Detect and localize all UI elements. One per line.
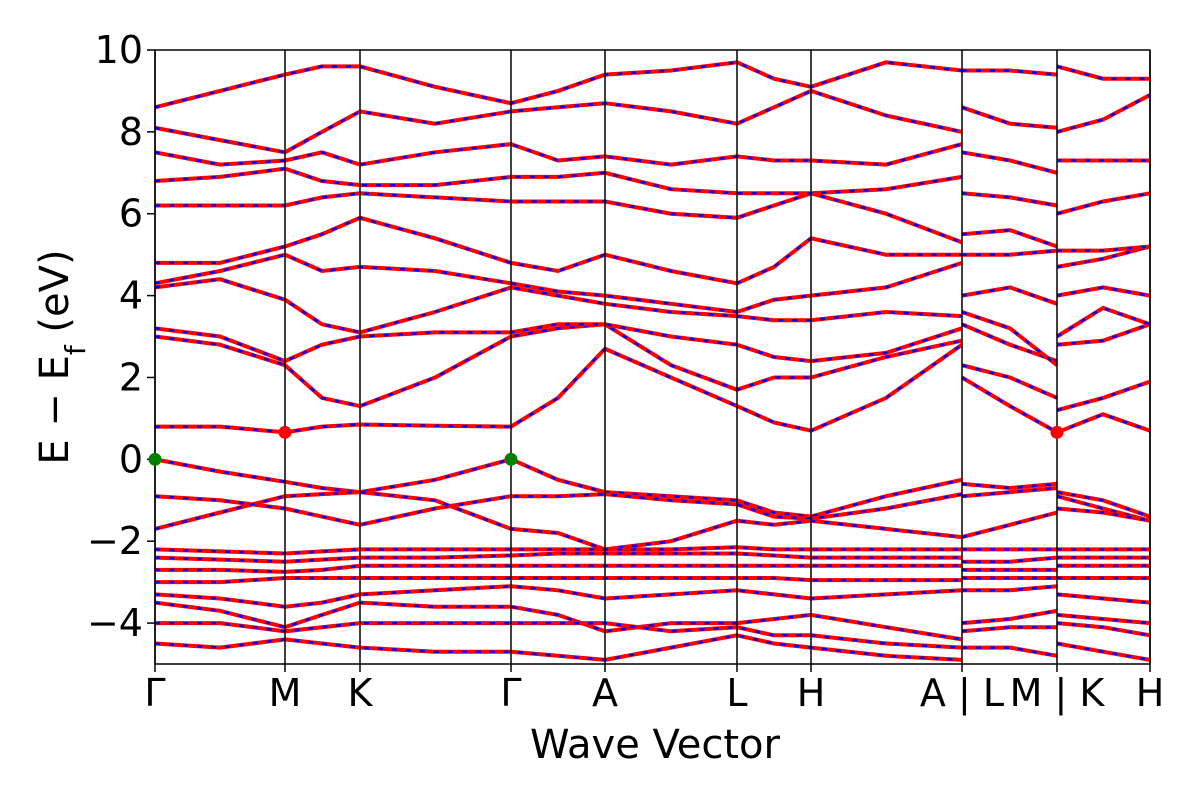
band-edge-point bbox=[504, 452, 518, 466]
band-spin-down bbox=[155, 552, 1150, 563]
x-tick-label: H bbox=[1136, 671, 1165, 715]
band-spin-down bbox=[155, 634, 1150, 662]
y-tick-label: 8 bbox=[119, 110, 143, 154]
band-spin-up bbox=[155, 563, 1150, 574]
band-spin-down bbox=[155, 61, 1150, 109]
band-spin-down bbox=[155, 277, 1150, 367]
y-axis-label-part: (eV) bbox=[32, 249, 78, 345]
band-spin-down bbox=[155, 253, 1150, 314]
band-spin-up bbox=[155, 633, 1150, 662]
band-spin-up bbox=[155, 142, 1150, 175]
x-tick-label: L bbox=[726, 671, 747, 715]
band-spin-down bbox=[155, 142, 1150, 175]
x-tick-label: M | K bbox=[1010, 671, 1106, 716]
x-axis-label: Wave Vector bbox=[530, 722, 781, 768]
band-spin-up bbox=[155, 490, 1150, 552]
band-spin-up bbox=[155, 551, 1150, 564]
band-spin-up bbox=[155, 576, 1150, 585]
x-tick-label: Γ bbox=[144, 671, 165, 715]
band-spin-down bbox=[155, 601, 1150, 641]
bands bbox=[155, 60, 1150, 662]
band-spin-up bbox=[155, 215, 1150, 286]
band-spin-down bbox=[155, 576, 1150, 584]
band-spin-down bbox=[155, 191, 1150, 252]
band-spin-down bbox=[155, 564, 1150, 574]
x-tick-label: M bbox=[269, 671, 302, 715]
band-spin-up bbox=[155, 166, 1150, 216]
band-spin-down bbox=[155, 323, 1150, 363]
band-spin-down bbox=[155, 457, 1150, 518]
y-tick-label: 4 bbox=[119, 274, 143, 318]
band-spin-down bbox=[155, 216, 1150, 285]
y-tick-label: 6 bbox=[119, 192, 143, 236]
band-spin-down bbox=[155, 546, 1150, 555]
y-axis-label: E − Ef (eV) bbox=[32, 249, 92, 464]
band-spin-down bbox=[155, 343, 1150, 434]
band-spin-up bbox=[155, 322, 1150, 413]
y-tick-label: 2 bbox=[119, 355, 143, 399]
band-spin-up bbox=[155, 88, 1150, 155]
band-spin-down bbox=[155, 621, 1150, 649]
y-tick-label: −4 bbox=[87, 601, 143, 645]
y-tick-label: −2 bbox=[87, 519, 143, 563]
band-edge-point bbox=[148, 452, 162, 466]
y-axis-label-part: E − E bbox=[32, 355, 78, 465]
band-spin-up bbox=[155, 343, 1150, 435]
band-edge-point bbox=[278, 425, 292, 439]
x-tick-label: H bbox=[797, 671, 826, 715]
band-spin-down bbox=[155, 490, 1150, 551]
x-tick-label: K bbox=[348, 671, 374, 715]
y-axis-label-part: f bbox=[59, 344, 92, 355]
band-spin-up bbox=[155, 584, 1150, 609]
x-tick-label: A bbox=[592, 671, 618, 715]
band-edge-point bbox=[1050, 425, 1064, 439]
x-tick-label: Γ bbox=[500, 671, 521, 715]
band-spin-up bbox=[155, 60, 1150, 110]
band-spin-down bbox=[155, 486, 1150, 527]
band-spin-down bbox=[155, 323, 1150, 412]
y-tick-label: 0 bbox=[119, 437, 143, 481]
band-spin-down bbox=[155, 584, 1150, 608]
band-spin-down bbox=[155, 89, 1150, 154]
x-tick-label: A | L bbox=[920, 671, 1004, 716]
band-spin-up bbox=[155, 457, 1150, 519]
band-spin-up bbox=[155, 600, 1150, 642]
band-spin-down bbox=[155, 167, 1150, 215]
y-tick-label: 10 bbox=[95, 28, 143, 72]
